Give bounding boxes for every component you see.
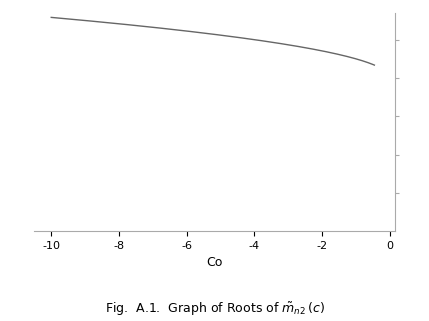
X-axis label: Co: Co (206, 256, 223, 269)
Text: Fig.  A.1.  Graph of Roots of $\tilde{m}_{n2}\,(c)$: Fig. A.1. Graph of Roots of $\tilde{m}_{… (105, 300, 324, 318)
